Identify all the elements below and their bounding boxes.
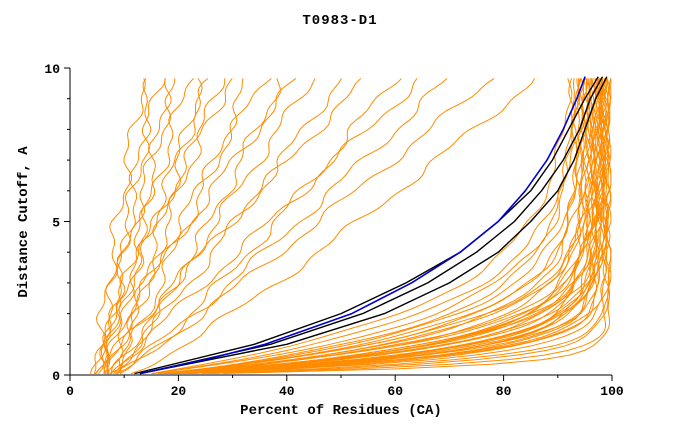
curve-orange [185,78,600,374]
curve-blue [139,76,586,375]
curve-orange [158,78,602,374]
curve-orange [189,78,612,374]
chart-title: T0983-D1 [302,13,378,29]
curve-black [139,76,608,375]
curve-orange [119,78,448,374]
x-tick-label: 0 [66,384,74,399]
curve-orange [182,78,610,374]
curve-orange [153,78,577,374]
curve-orange [167,78,603,374]
curve-orange [178,78,585,374]
y-tick-label: 0 [52,369,60,384]
curve-orange [130,78,535,374]
curve-orange [183,78,608,374]
curve-orange [159,78,588,374]
curve-orange [110,78,316,374]
curve-orange [103,78,208,374]
curve-orange [183,78,594,374]
x-axis-label: Percent of Residues (CA) [240,403,442,419]
curve-orange [173,78,608,374]
curve-orange [174,78,596,374]
curve-orange [106,78,226,374]
curve-orange [90,78,194,374]
curve-orange [164,78,591,374]
curve-orange [94,78,233,374]
curve-orange [182,78,612,374]
curve-black [139,76,603,375]
curve-orange [115,78,495,374]
curve-orange [172,78,611,374]
curve-orange [177,78,586,374]
curve-orange [173,78,604,374]
curve-orange [191,78,602,374]
curve-orange [186,78,603,374]
curve-orange [110,78,418,374]
curve-orange [116,78,402,374]
curve-orange [95,78,272,374]
curve-orange [95,78,146,374]
curve-orange [113,78,281,374]
curve-orange [109,78,342,374]
curve-orange [180,78,607,374]
x-tick-label: 100 [600,384,624,399]
curve-orange [106,78,362,374]
curve-orange [151,78,581,374]
curve-orange [99,78,176,374]
y-tick-label: 10 [44,62,60,77]
x-tick-label: 80 [496,384,512,399]
curve-orange [167,78,575,374]
curve-orange [157,78,601,374]
curve-orange [117,78,203,374]
y-tick-label: 5 [52,216,60,231]
x-tick-label: 40 [279,384,295,399]
curve-orange [118,78,244,374]
curve-orange [107,78,172,374]
curve-orange [223,78,612,374]
x-tick-label: 60 [387,384,403,399]
x-tick-label: 20 [171,384,187,399]
curve-orange [104,78,297,374]
curve-orange [93,78,166,374]
